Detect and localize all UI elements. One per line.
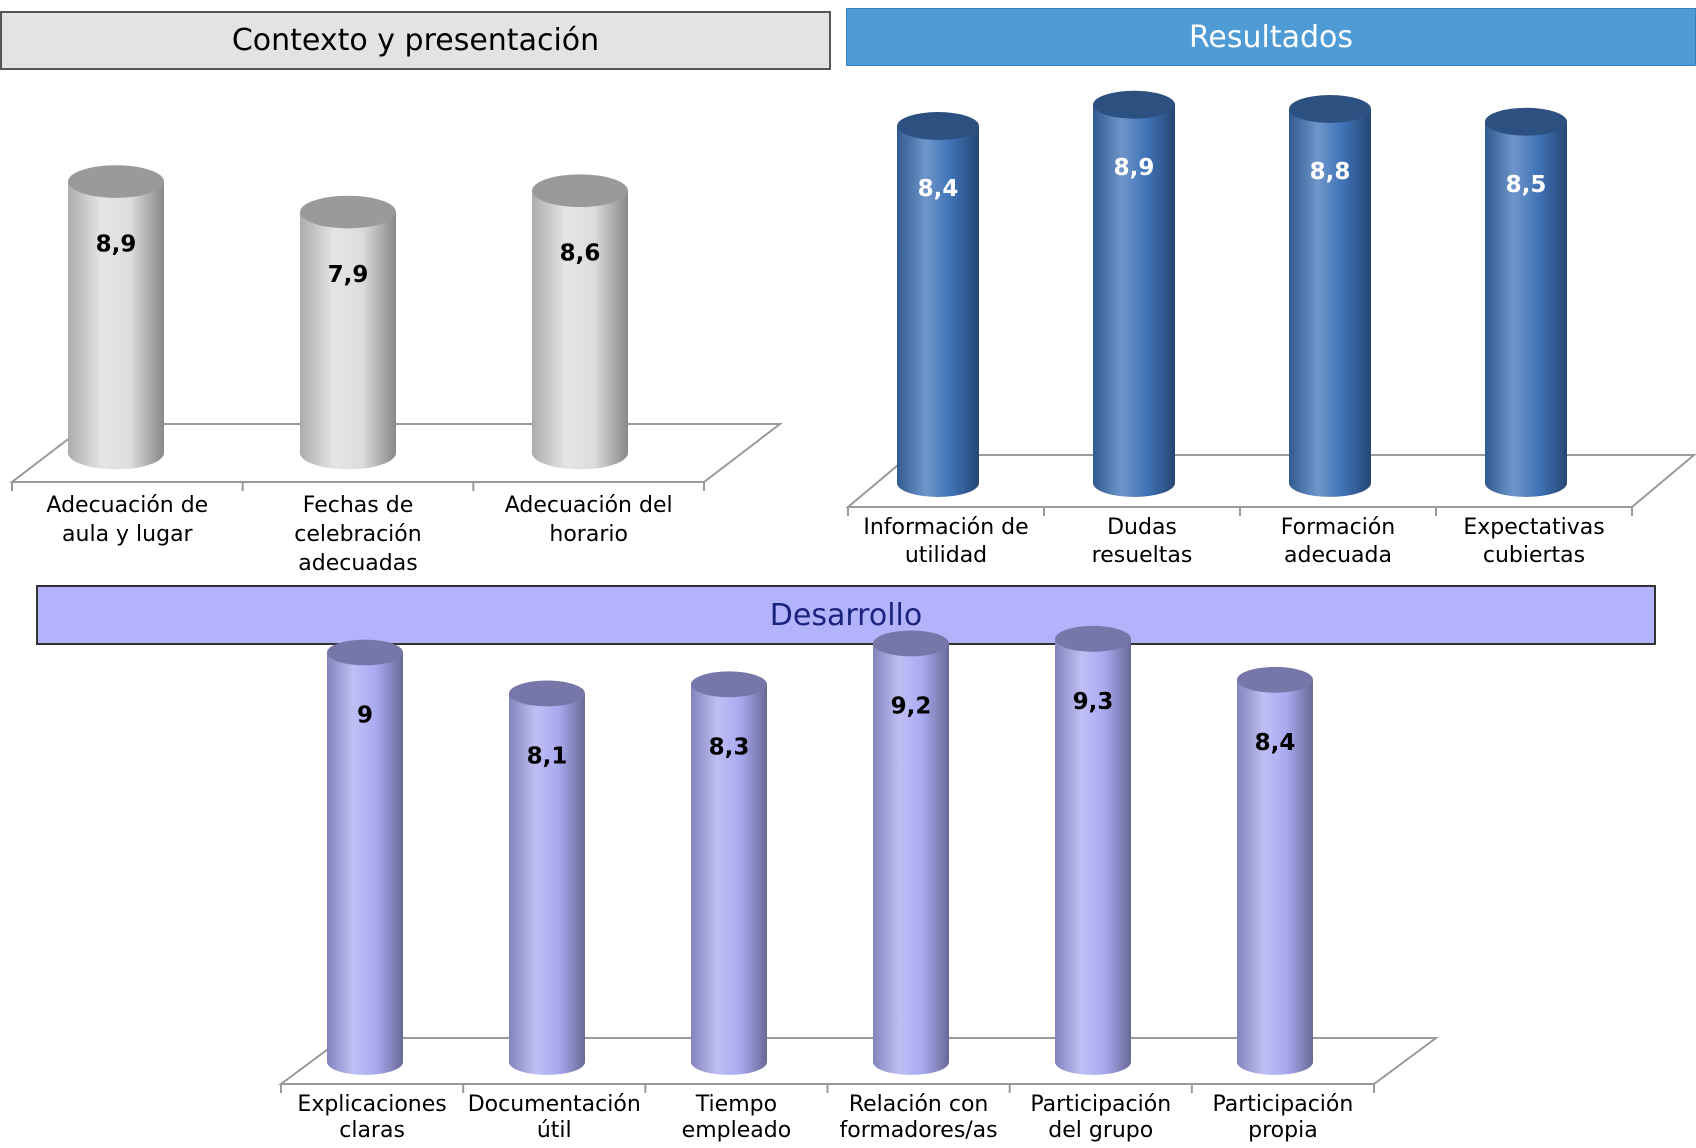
contexto-bar-body xyxy=(300,212,396,470)
desarrollo-bar-top xyxy=(873,630,949,657)
desarrollo-bar-top xyxy=(1237,666,1313,693)
desarrollo-data-label: 9,3 xyxy=(1073,689,1114,715)
desarrollo-bar xyxy=(691,671,767,1075)
resultados-category-label: Expectativas cubiertas xyxy=(1463,515,1604,568)
desarrollo-bar-body xyxy=(691,684,767,1075)
contexto-chart: 8,9 Adecuación de aula y lugar 7,9 Fechas de… xyxy=(9,165,783,576)
desarrollo-data-label: 8,3 xyxy=(709,734,750,760)
resultados-data-label: 8,4 xyxy=(918,176,959,202)
resultados-bar-top xyxy=(1289,95,1371,123)
resultados-section-header: Resultados xyxy=(846,8,1696,66)
desarrollo-category-label: Tiempo empleado xyxy=(682,1092,791,1143)
contexto-data-label: 7,9 xyxy=(328,262,369,288)
resultados-bar-body xyxy=(897,126,979,497)
resultados-bar xyxy=(1485,107,1567,497)
desarrollo-bar-body xyxy=(1237,679,1313,1075)
contexto-category-label: Adecuación de aula y lugar xyxy=(46,493,208,547)
resultados-section-title: Resultados xyxy=(1188,19,1354,55)
desarrollo-bar-body xyxy=(873,643,949,1075)
contexto-category-label: Adecuación del horario xyxy=(505,493,673,547)
desarrollo-bar-body xyxy=(509,693,585,1075)
contexto-data-label: 8,9 xyxy=(96,232,137,258)
contexto-category-label: Fechas de celebración adecuadas xyxy=(294,493,421,576)
resultados-data-label: 8,5 xyxy=(1506,172,1547,198)
desarrollo-data-label: 9 xyxy=(357,703,373,729)
desarrollo-category-label: Participación del grupo xyxy=(1030,1092,1171,1143)
resultados-bar-body xyxy=(1289,109,1371,497)
resultados-bar xyxy=(1093,90,1175,497)
desarrollo-data-label: 8,4 xyxy=(1255,730,1296,756)
contexto-bar xyxy=(300,195,396,470)
contexto-bar-body xyxy=(532,190,628,470)
contexto-bar-top xyxy=(532,174,628,208)
contexto-bar-body xyxy=(68,181,164,470)
contexto-section-header: Contexto y presentación xyxy=(0,11,831,70)
contexto-bar-top xyxy=(300,195,396,229)
desarrollo-bar-body xyxy=(327,652,403,1075)
resultados-category-label: Dudas resueltas xyxy=(1092,515,1193,568)
resultados-bar-top xyxy=(1485,107,1567,136)
desarrollo-bar-top xyxy=(1055,625,1131,652)
desarrollo-category-label: Explicaciones claras xyxy=(297,1092,446,1143)
desarrollo-bar xyxy=(873,630,949,1075)
resultados-bar-top xyxy=(897,112,979,140)
contexto-bar xyxy=(68,165,164,470)
resultados-bar xyxy=(897,112,979,497)
desarrollo-chart: 9 Explicaciones claras 8,1 Documentación útil… xyxy=(277,625,1440,1143)
desarrollo-bar-top xyxy=(327,639,403,666)
resultados-data-label: 8,9 xyxy=(1114,155,1155,181)
resultados-category-label: Formación adecuada xyxy=(1281,515,1396,568)
desarrollo-data-label: 9,2 xyxy=(891,693,932,719)
resultados-floor xyxy=(845,454,1696,508)
resultados-chart: 8,4 Información de utilidad 8,9 Dudas resuelt… xyxy=(845,90,1696,568)
contexto-section-title: Contexto y presentación xyxy=(231,23,600,58)
desarrollo-data-label: 8,1 xyxy=(527,743,568,769)
desarrollo-bar-body xyxy=(1055,638,1131,1075)
desarrollo-bar xyxy=(1237,666,1313,1075)
desarrollo-bar xyxy=(327,639,403,1075)
resultados-category-label: Información de utilidad xyxy=(863,515,1028,568)
desarrollo-section-title: Desarrollo xyxy=(769,597,923,633)
contexto-data-label: 8,6 xyxy=(560,241,601,267)
desarrollo-bar xyxy=(1055,625,1131,1075)
desarrollo-bar-top xyxy=(691,671,767,698)
resultados-bar xyxy=(1289,95,1371,497)
resultados-bar-top xyxy=(1093,90,1175,119)
resultados-bar-body xyxy=(1485,121,1567,497)
desarrollo-category-label: Relación con formadores/as xyxy=(840,1092,998,1143)
contexto-bar-top xyxy=(68,165,164,198)
desarrollo-bar-top xyxy=(509,680,585,707)
desarrollo-category-label: Participación propia xyxy=(1213,1092,1354,1143)
desarrollo-category-label: Documentación útil xyxy=(468,1092,641,1143)
resultados-bar-body xyxy=(1093,104,1175,497)
desarrollo-bar xyxy=(509,680,585,1075)
resultados-data-label: 8,8 xyxy=(1310,159,1351,185)
contexto-bar xyxy=(532,174,628,470)
desarrollo-section-header: Desarrollo xyxy=(36,585,1656,645)
